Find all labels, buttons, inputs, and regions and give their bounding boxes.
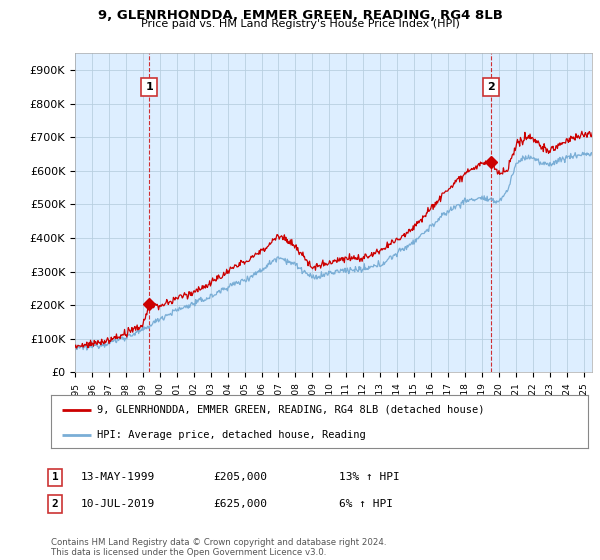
- Text: 6% ↑ HPI: 6% ↑ HPI: [339, 499, 393, 509]
- Text: 2: 2: [52, 499, 59, 509]
- Text: 10-JUL-2019: 10-JUL-2019: [81, 499, 155, 509]
- Text: 2: 2: [487, 82, 495, 92]
- Text: £205,000: £205,000: [213, 472, 267, 482]
- Text: 9, GLENRHONDDA, EMMER GREEN, READING, RG4 8LB: 9, GLENRHONDDA, EMMER GREEN, READING, RG…: [98, 9, 502, 22]
- Text: HPI: Average price, detached house, Reading: HPI: Average price, detached house, Read…: [97, 430, 365, 440]
- Text: 13-MAY-1999: 13-MAY-1999: [81, 472, 155, 482]
- Text: £625,000: £625,000: [213, 499, 267, 509]
- Text: 1: 1: [145, 82, 153, 92]
- Text: 9, GLENRHONDDA, EMMER GREEN, READING, RG4 8LB (detached house): 9, GLENRHONDDA, EMMER GREEN, READING, RG…: [97, 405, 484, 415]
- Text: 13% ↑ HPI: 13% ↑ HPI: [339, 472, 400, 482]
- Text: 1: 1: [52, 472, 59, 482]
- Text: Contains HM Land Registry data © Crown copyright and database right 2024.
This d: Contains HM Land Registry data © Crown c…: [51, 538, 386, 557]
- Text: Price paid vs. HM Land Registry's House Price Index (HPI): Price paid vs. HM Land Registry's House …: [140, 19, 460, 29]
